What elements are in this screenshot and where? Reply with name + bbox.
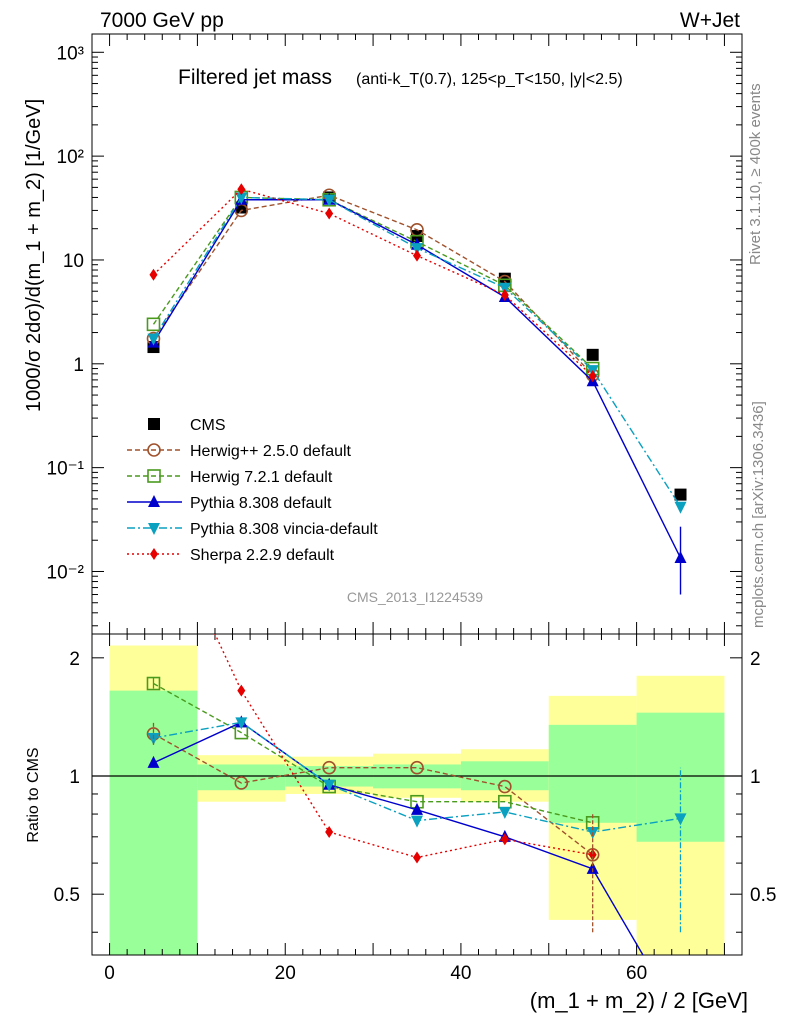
point-vincia — [235, 192, 248, 205]
point-vincia — [674, 501, 687, 514]
ratio-series-group — [146, 634, 687, 955]
x-tick-label: 60 — [626, 963, 647, 984]
point-vincia — [498, 282, 511, 295]
ratio-point-vincia — [147, 732, 160, 745]
x-tick-label: 0 — [104, 963, 115, 984]
process-label: W+Jet — [680, 9, 740, 32]
ratio-point-herwigpp — [322, 760, 336, 775]
y-tick-label: 10 — [63, 251, 84, 272]
point-cms — [674, 488, 687, 501]
y-tick-label: 10⁻¹ — [47, 459, 85, 480]
legend-marker-herwigpp — [147, 443, 161, 457]
ratio-point-herwig7 — [146, 676, 161, 691]
ratio-point-sherpa — [500, 833, 509, 846]
y-tick-label: 10² — [57, 147, 84, 168]
y-tick-label: 1 — [73, 355, 84, 376]
y-tick-label: 10³ — [57, 43, 84, 64]
ratio-y-tick-label: 0.5 — [54, 885, 80, 906]
ratio-point-herwigpp — [498, 779, 512, 794]
point-sherpa — [588, 370, 597, 383]
ratio-line-herwigpp — [153, 733, 594, 856]
ratio-point-pythia — [147, 755, 160, 768]
point-sherpa — [413, 249, 421, 262]
mcplots-label: mcplots.cern.ch [arXiv:1306.3436] — [750, 401, 767, 628]
y-axis-label: 1000/σ 2dσ)/d(m_1 + m_2) [1/GeV] — [23, 99, 45, 412]
ratio-point-pythia — [411, 802, 423, 815]
series-line-sherpa — [152, 188, 594, 377]
ratio-y-label: Ratio to CMS — [25, 747, 42, 842]
legend-marker-herwig7 — [147, 469, 161, 483]
ratio-point-vincia — [235, 717, 248, 730]
ratio-line-herwig7 — [153, 682, 593, 824]
y-tick-label: 10⁻² — [47, 562, 85, 583]
energy-label: 7000 GeV pp — [100, 9, 224, 32]
ratio-point-vincia — [323, 779, 336, 792]
point-sherpa — [500, 288, 509, 301]
ratio-y-tick-label-right: 0.5 — [750, 885, 776, 906]
x-tick-label: 40 — [450, 963, 471, 984]
ratio-point-herwigpp — [410, 760, 424, 775]
ratio-point-sherpa — [413, 851, 421, 864]
point-sherpa — [325, 207, 334, 220]
point-vincia — [323, 194, 336, 207]
chart-title: Filtered jet mass — [178, 66, 332, 89]
ratio-point-sherpa — [325, 826, 334, 839]
point-herwig7 — [146, 317, 161, 332]
chart-subtitle: (anti-k_T(0.7), 125<p_T<150, |y|<2.5) — [356, 71, 623, 88]
point-sherpa — [237, 183, 246, 196]
ratio-point-vincia — [411, 815, 423, 828]
x-axis-label: (m_1 + m_2) / 2 [GeV] — [530, 988, 748, 1013]
ratio-y-tick-label-right: 1 — [750, 767, 761, 788]
legend-label-sherpa: Sherpa 2.2.9 default — [190, 547, 335, 564]
legend-label-herwigpp: Herwig++ 2.5.0 default — [190, 443, 352, 460]
ratio-point-sherpa — [237, 684, 246, 697]
legend-label-pythia: Pythia 8.308 default — [190, 495, 332, 512]
series-line-herwig7 — [152, 196, 594, 370]
ratio-point-pythia — [586, 861, 599, 874]
ratio-y-tick-label-right: 2 — [750, 649, 761, 670]
ratio-point-vincia — [498, 806, 511, 819]
legend-marker-sherpa — [150, 548, 158, 560]
rivet-label: Rivet 3.1.10, ≥ 400k events — [747, 83, 764, 265]
analysis-id: CMS_2013_I1224539 — [347, 589, 483, 605]
legend-marker-pythia — [148, 495, 160, 507]
ratio-line-sherpa — [214, 634, 593, 859]
x-tick-label: 20 — [275, 963, 296, 984]
series-line-herwigpp — [152, 194, 594, 376]
legend-label-cms: CMS — [190, 417, 226, 434]
upper-frame — [91, 33, 743, 635]
legend-label-vincia: Pythia 8.308 vincia-default — [190, 521, 378, 538]
ratio-y-tick-label: 1 — [69, 767, 80, 788]
ratio-y-tick-label: 2 — [69, 649, 80, 670]
band-green — [548, 724, 637, 823]
point-vincia — [411, 243, 423, 256]
point-vincia — [147, 333, 160, 346]
point-cms — [586, 348, 599, 361]
legend-marker-cms — [148, 418, 160, 430]
legend-marker-vincia — [148, 523, 160, 535]
point-sherpa — [149, 268, 158, 281]
legend-label-herwig7: Herwig 7.2.1 default — [190, 469, 333, 486]
lower-frame — [91, 633, 743, 956]
ratio-point-sherpa — [588, 848, 597, 861]
ratio-point-herwigpp — [234, 776, 249, 790]
